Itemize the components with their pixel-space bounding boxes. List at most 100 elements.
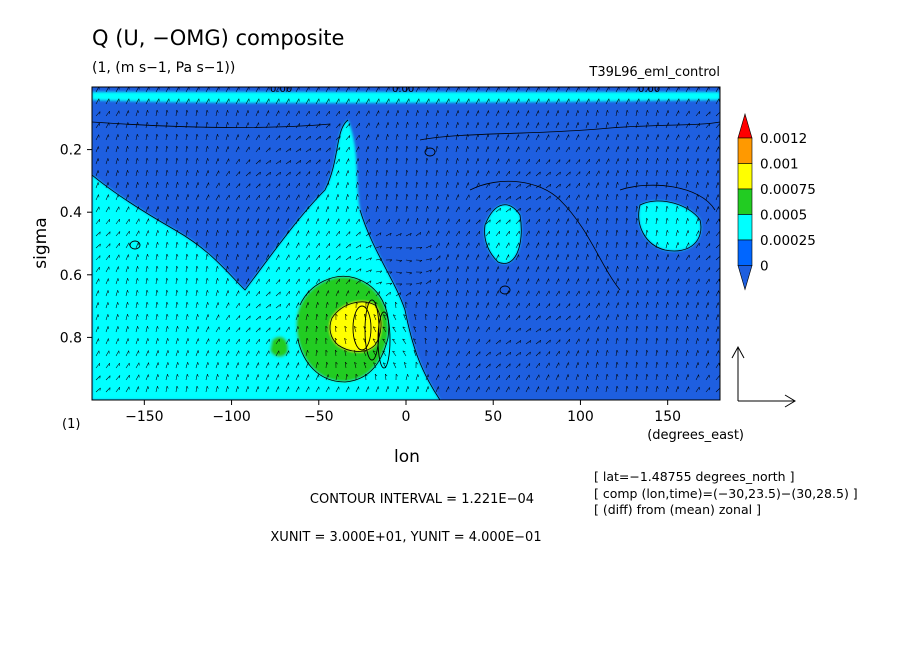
flow-arrow xyxy=(115,87,120,93)
flow-arrow-head xyxy=(426,301,429,305)
flow-arrow-head xyxy=(467,134,469,137)
flow-arrow xyxy=(135,230,140,237)
flow-arrow-head xyxy=(559,171,561,175)
flow-arrow xyxy=(635,254,638,261)
flow-arrow-head xyxy=(708,362,710,366)
flow-arrow-head xyxy=(656,313,659,317)
flow-arrow-head xyxy=(206,133,209,137)
flow-arrow xyxy=(275,266,280,273)
flow-arrow-head xyxy=(389,259,393,262)
flow-arrow xyxy=(485,122,489,129)
flow-arrow xyxy=(585,159,590,165)
flow-arrow-head xyxy=(227,254,229,257)
flow-arrow xyxy=(145,326,148,333)
flow-arrow xyxy=(95,375,101,381)
flow-arrow-head xyxy=(447,266,450,270)
flow-arrow xyxy=(485,182,490,189)
flow-arrow xyxy=(195,206,199,213)
flow-arrow-head xyxy=(148,206,150,210)
flow-arrow-head xyxy=(359,256,362,260)
flow-arrow xyxy=(575,194,580,201)
flow-arrow xyxy=(625,206,628,213)
flow-arrow xyxy=(235,146,239,153)
flow-arrow-head xyxy=(646,217,649,221)
flow-arrow xyxy=(275,362,279,369)
flow-arrow-head xyxy=(717,314,720,318)
flow-arrow-head xyxy=(318,206,320,210)
flow-arrow xyxy=(655,386,658,393)
flow-arrow xyxy=(125,374,130,381)
flow-arrow xyxy=(465,110,469,117)
flow-arrow xyxy=(545,315,551,321)
flow-arrow-head xyxy=(288,374,290,378)
flow-arrow-head xyxy=(367,146,370,150)
flow-arrow xyxy=(345,279,351,285)
flow-arrow-head xyxy=(416,181,419,185)
flow-arrow xyxy=(685,122,690,129)
flow-arrow xyxy=(305,98,310,105)
flow-arrow-head xyxy=(157,326,159,329)
flow-arrow xyxy=(525,340,531,345)
flow-arrow xyxy=(135,302,138,309)
flow-arrow xyxy=(135,218,140,225)
flow-arrow xyxy=(105,158,109,165)
flow-arrow-head xyxy=(477,134,479,137)
flow-arrow xyxy=(395,122,398,129)
flow-arrow xyxy=(315,110,320,117)
flow-arrow xyxy=(475,363,481,369)
flow-arrow xyxy=(375,270,382,273)
flow-arrow-head xyxy=(548,254,550,258)
flow-arrow-head xyxy=(468,254,470,258)
flow-arrow-head xyxy=(717,182,720,186)
flow-arrow xyxy=(695,278,700,285)
flow-arrow xyxy=(295,254,300,261)
flow-arrow-head xyxy=(127,338,130,342)
flow-arrow xyxy=(335,182,339,189)
flow-arrow xyxy=(705,158,709,165)
flow-arrow-head xyxy=(136,301,139,305)
flow-arrow-head xyxy=(467,302,469,305)
flow-arrow xyxy=(355,290,359,297)
flow-arrow-head xyxy=(197,314,199,317)
flow-arrow xyxy=(365,206,368,213)
flow-arrow xyxy=(715,375,720,381)
flow-arrow xyxy=(205,314,209,321)
flow-arrow xyxy=(585,254,588,261)
flow-arrow xyxy=(455,230,460,237)
flow-arrow xyxy=(325,230,330,237)
flow-arrow xyxy=(265,171,271,177)
flow-arrow xyxy=(205,242,208,249)
flow-arrow xyxy=(345,267,351,273)
flow-arrow xyxy=(95,290,99,297)
flow-arrow xyxy=(385,282,392,285)
flow-arrow xyxy=(695,206,699,213)
flow-arrow xyxy=(415,158,417,165)
flow-arrow xyxy=(295,148,301,153)
flow-arrow xyxy=(215,302,219,309)
flow-arrow xyxy=(235,362,239,369)
flow-arrow xyxy=(485,231,490,237)
flow-arrow xyxy=(475,242,480,249)
flow-arrow xyxy=(695,326,698,333)
flow-arrow-head xyxy=(406,169,409,173)
flow-arrow xyxy=(415,182,418,189)
flow-arrow-head xyxy=(457,170,459,173)
flow-arrow xyxy=(275,254,279,261)
flow-arrow xyxy=(205,206,209,213)
flow-arrow xyxy=(515,302,520,309)
flow-arrow xyxy=(465,170,469,177)
y-axis-label: sigma xyxy=(31,217,51,268)
flow-arrow xyxy=(475,266,479,273)
flow-arrow-head xyxy=(697,194,699,197)
flow-arrow xyxy=(565,134,569,141)
flow-arrow xyxy=(675,182,678,189)
flow-arrow xyxy=(165,374,168,381)
flow-arrow-head xyxy=(425,349,428,353)
flow-arrow xyxy=(445,350,449,357)
flow-arrow xyxy=(115,278,119,285)
flow-arrow xyxy=(665,122,669,129)
flow-arrow xyxy=(445,110,449,117)
flow-arrow-head xyxy=(656,385,659,389)
legend-swatch xyxy=(737,188,753,215)
flow-arrow xyxy=(595,98,600,105)
